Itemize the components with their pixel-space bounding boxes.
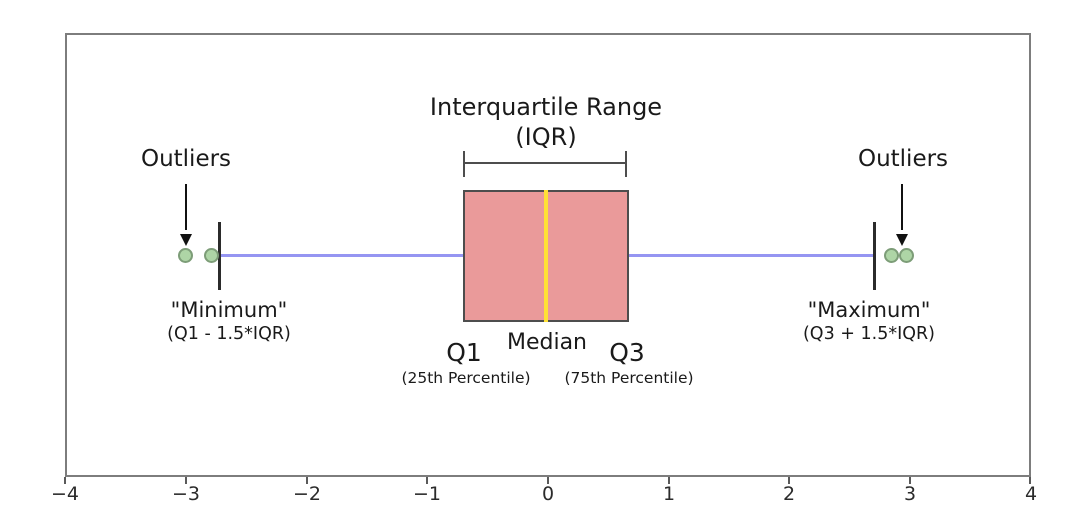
iqr-bracket-end-left xyxy=(463,151,465,177)
x-tick-mark xyxy=(64,477,66,484)
chart-title: Interquartile Range (IQR) xyxy=(430,92,662,152)
x-tick-label: 2 xyxy=(782,483,796,505)
x-tick-label: 1 xyxy=(662,483,676,505)
maximum-label: "Maximum" xyxy=(807,298,931,322)
maximum-formula: (Q3 + 1.5*IQR) xyxy=(802,324,936,344)
outliers-label-left: Outliers xyxy=(140,146,232,172)
x-tick-label: 3 xyxy=(903,483,917,505)
minimum-formula: (Q1 - 1.5*IQR) xyxy=(167,324,291,344)
outliers-arrow-right-shaft xyxy=(901,184,903,230)
x-tick-label: −1 xyxy=(412,483,442,505)
x-tick-mark xyxy=(185,477,187,484)
whisker-line-high xyxy=(629,254,875,257)
iqr-bracket-end-right xyxy=(625,151,627,177)
outliers-arrow-right-head xyxy=(896,234,908,246)
x-tick-mark xyxy=(306,477,308,484)
whisker-cap-minimum xyxy=(218,222,221,290)
x-tick-mark xyxy=(1029,477,1031,484)
x-tick-mark xyxy=(426,477,428,484)
outliers-arrow-left-shaft xyxy=(185,184,187,230)
outlier-point xyxy=(899,248,914,263)
outlier-point xyxy=(178,248,193,263)
x-tick-mark xyxy=(668,477,670,484)
x-tick-label: −4 xyxy=(50,483,80,505)
q3-label: Q3 xyxy=(609,338,645,367)
chart-title-line2: (IQR) xyxy=(515,123,577,151)
x-tick-label: −3 xyxy=(171,483,201,505)
outliers-arrow-left-head xyxy=(180,234,192,246)
iqr-bracket-bar xyxy=(463,162,627,164)
q3-percentile-label: (75th Percentile) xyxy=(564,369,694,387)
x-tick-mark xyxy=(547,477,549,484)
minimum-label-block: "Minimum" (Q1 - 1.5*IQR) xyxy=(167,297,291,345)
plot-frame xyxy=(65,33,1031,477)
median-label: Median xyxy=(506,330,588,355)
whisker-line-low xyxy=(220,254,463,257)
x-tick-label: 0 xyxy=(541,483,555,505)
x-tick-mark xyxy=(788,477,790,484)
maximum-label-block: "Maximum" (Q3 + 1.5*IQR) xyxy=(803,297,935,345)
median-line xyxy=(544,190,548,322)
x-tick-label: −2 xyxy=(292,483,322,505)
x-tick-label: 4 xyxy=(1024,483,1038,505)
x-tick-mark xyxy=(909,477,911,484)
minimum-label: "Minimum" xyxy=(170,298,288,322)
q1-percentile-label: (25th Percentile) xyxy=(401,369,531,387)
whisker-cap-maximum xyxy=(873,222,876,290)
chart-title-line1: Interquartile Range xyxy=(429,93,663,121)
outlier-point xyxy=(884,248,899,263)
outlier-point xyxy=(204,248,219,263)
q1-label: Q1 xyxy=(446,338,482,367)
outliers-label-right: Outliers xyxy=(857,146,949,172)
